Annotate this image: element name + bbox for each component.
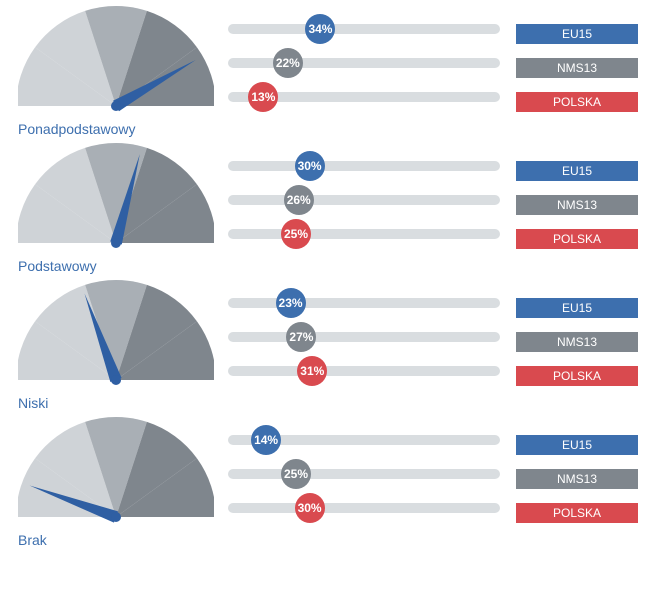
chart-row: Ponadpodstawowy34%22%13%EU15NMS13POLSKA [0, 0, 656, 137]
legend-item: EU15 [516, 435, 638, 455]
chart-row: Niski 23% 27% 31% EU15 NMS13 POLSKA [0, 274, 656, 411]
gauge [18, 280, 228, 391]
gauge-label: Niski [18, 395, 228, 411]
bar-track: 25% [228, 229, 500, 239]
value-bubble: 23% [276, 288, 306, 318]
bar-track: 27% [228, 332, 500, 342]
bar-track: 13% [228, 92, 500, 102]
bars-column: 34%22%13% [228, 6, 508, 126]
bar-track: 14% [228, 435, 500, 445]
value-bubble: 31% [297, 356, 327, 386]
legend-item: EU15 [516, 161, 638, 181]
gauge-column: Ponadpodstawowy [18, 6, 228, 137]
bar-track: 31% [228, 366, 500, 376]
value-bubble: 14% [251, 425, 281, 455]
bars-column: 30% 26% 25% [228, 143, 508, 263]
legend-item: NMS13 [516, 195, 638, 215]
legend-item: EU15 [516, 24, 638, 44]
gauge [18, 417, 228, 528]
legend-item: POLSKA [516, 366, 638, 386]
bar-track: 22% [228, 58, 500, 68]
value-bubble: 25% [281, 459, 311, 489]
chart-row: Podstawowy 30% 26% 25% EU15 NMS13 POLSKA [0, 137, 656, 274]
value-bubble: 26% [284, 185, 314, 215]
legend-item: POLSKA [516, 229, 638, 249]
gauge-label: Podstawowy [18, 258, 228, 274]
legend-column: EU15 NMS13 POLSKA [508, 417, 638, 537]
value-bubble: 22% [273, 48, 303, 78]
gauge-column: Brak [18, 417, 228, 548]
value-bubble: 27% [286, 322, 316, 352]
value-bubble: 34% [305, 14, 335, 44]
gauge-column: Niski [18, 280, 228, 411]
bars-column: 14%25%30% [228, 417, 508, 537]
legend-item: EU15 [516, 298, 638, 318]
chart-row: Brak14%25%30%EU15NMS13POLSKA [0, 411, 656, 548]
legend-item: NMS13 [516, 332, 638, 352]
value-bubble: 25% [281, 219, 311, 249]
value-bubble: 30% [295, 493, 325, 523]
bar-track: 34% [228, 24, 500, 34]
bar-track: 26% [228, 195, 500, 205]
legend-item: NMS13 [516, 58, 638, 78]
legend-item: POLSKA [516, 92, 638, 112]
legend-column: EU15 NMS13 POLSKA [508, 6, 638, 126]
legend-item: NMS13 [516, 469, 638, 489]
legend-item: POLSKA [516, 503, 638, 523]
gauge [18, 143, 228, 254]
bars-column: 23% 27% 31% [228, 280, 508, 400]
bar-track: 30% [228, 503, 500, 513]
gauge-label: Ponadpodstawowy [18, 121, 228, 137]
legend-column: EU15 NMS13 POLSKA [508, 143, 638, 263]
value-bubble: 13% [248, 82, 278, 112]
gauge-label: Brak [18, 532, 228, 548]
bar-track: 23% [228, 298, 500, 308]
gauge [18, 6, 228, 117]
legend-column: EU15 NMS13 POLSKA [508, 280, 638, 400]
value-bubble: 30% [295, 151, 325, 181]
gauge-column: Podstawowy [18, 143, 228, 274]
bar-track: 30% [228, 161, 500, 171]
bar-track: 25% [228, 469, 500, 479]
